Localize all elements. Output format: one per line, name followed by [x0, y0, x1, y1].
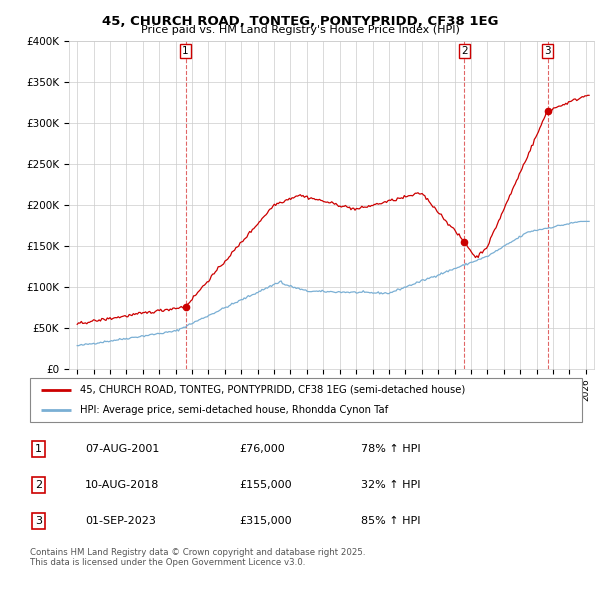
Text: 07-AUG-2001: 07-AUG-2001: [85, 444, 160, 454]
Text: 3: 3: [544, 46, 551, 56]
Text: 32% ↑ HPI: 32% ↑ HPI: [361, 480, 421, 490]
Text: 1: 1: [35, 444, 42, 454]
Text: 3: 3: [35, 516, 42, 526]
Text: £76,000: £76,000: [240, 444, 286, 454]
Text: 45, CHURCH ROAD, TONTEG, PONTYPRIDD, CF38 1EG (semi-detached house): 45, CHURCH ROAD, TONTEG, PONTYPRIDD, CF3…: [80, 385, 465, 395]
FancyBboxPatch shape: [30, 378, 582, 422]
Text: 01-SEP-2023: 01-SEP-2023: [85, 516, 156, 526]
Text: 78% ↑ HPI: 78% ↑ HPI: [361, 444, 421, 454]
Text: 2: 2: [35, 480, 42, 490]
Text: 85% ↑ HPI: 85% ↑ HPI: [361, 516, 421, 526]
Text: HPI: Average price, semi-detached house, Rhondda Cynon Taf: HPI: Average price, semi-detached house,…: [80, 405, 388, 415]
Text: 10-AUG-2018: 10-AUG-2018: [85, 480, 160, 490]
Text: 45, CHURCH ROAD, TONTEG, PONTYPRIDD, CF38 1EG: 45, CHURCH ROAD, TONTEG, PONTYPRIDD, CF3…: [102, 15, 498, 28]
Text: 1: 1: [182, 46, 189, 56]
Text: Contains HM Land Registry data © Crown copyright and database right 2025.
This d: Contains HM Land Registry data © Crown c…: [30, 548, 365, 567]
Text: Price paid vs. HM Land Registry's House Price Index (HPI): Price paid vs. HM Land Registry's House …: [140, 25, 460, 35]
Text: 2: 2: [461, 46, 468, 56]
Text: £155,000: £155,000: [240, 480, 292, 490]
Text: £315,000: £315,000: [240, 516, 292, 526]
